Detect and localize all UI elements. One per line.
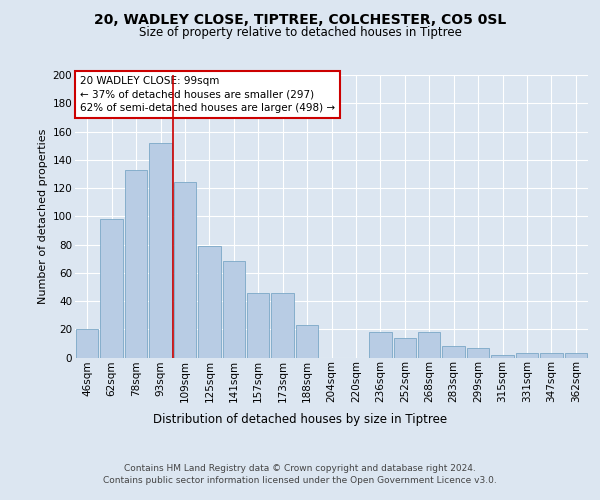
Bar: [296, 325, 319, 358]
Bar: [125, 170, 148, 358]
Text: 20, WADLEY CLOSE, TIPTREE, COLCHESTER, CO5 0SL: 20, WADLEY CLOSE, TIPTREE, COLCHESTER, C…: [94, 12, 506, 26]
Bar: [173, 182, 196, 358]
Bar: [149, 143, 172, 358]
Bar: [223, 262, 245, 358]
Bar: [198, 246, 221, 358]
Bar: [394, 338, 416, 357]
Text: Distribution of detached houses by size in Tiptree: Distribution of detached houses by size …: [153, 412, 447, 426]
Bar: [418, 332, 440, 357]
Text: Contains HM Land Registry data © Crown copyright and database right 2024.: Contains HM Land Registry data © Crown c…: [124, 464, 476, 473]
Text: 20 WADLEY CLOSE: 99sqm
← 37% of detached houses are smaller (297)
62% of semi-de: 20 WADLEY CLOSE: 99sqm ← 37% of detached…: [80, 76, 335, 113]
Bar: [247, 292, 269, 358]
Bar: [271, 292, 294, 358]
Bar: [76, 329, 98, 358]
Bar: [491, 354, 514, 358]
Bar: [515, 354, 538, 358]
Bar: [100, 219, 123, 358]
Bar: [442, 346, 465, 358]
Text: Size of property relative to detached houses in Tiptree: Size of property relative to detached ho…: [139, 26, 461, 39]
Y-axis label: Number of detached properties: Number of detached properties: [38, 128, 49, 304]
Bar: [540, 354, 563, 358]
Text: Contains public sector information licensed under the Open Government Licence v3: Contains public sector information licen…: [103, 476, 497, 485]
Bar: [369, 332, 392, 357]
Bar: [467, 348, 490, 358]
Bar: [565, 354, 587, 358]
